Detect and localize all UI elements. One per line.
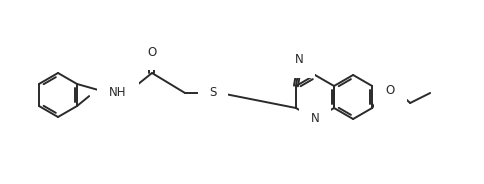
Text: NH: NH — [109, 86, 126, 100]
Text: S: S — [209, 86, 216, 100]
Text: O: O — [385, 84, 394, 98]
Text: N: N — [294, 53, 303, 66]
Text: O: O — [147, 45, 156, 59]
Text: N: N — [310, 112, 319, 125]
